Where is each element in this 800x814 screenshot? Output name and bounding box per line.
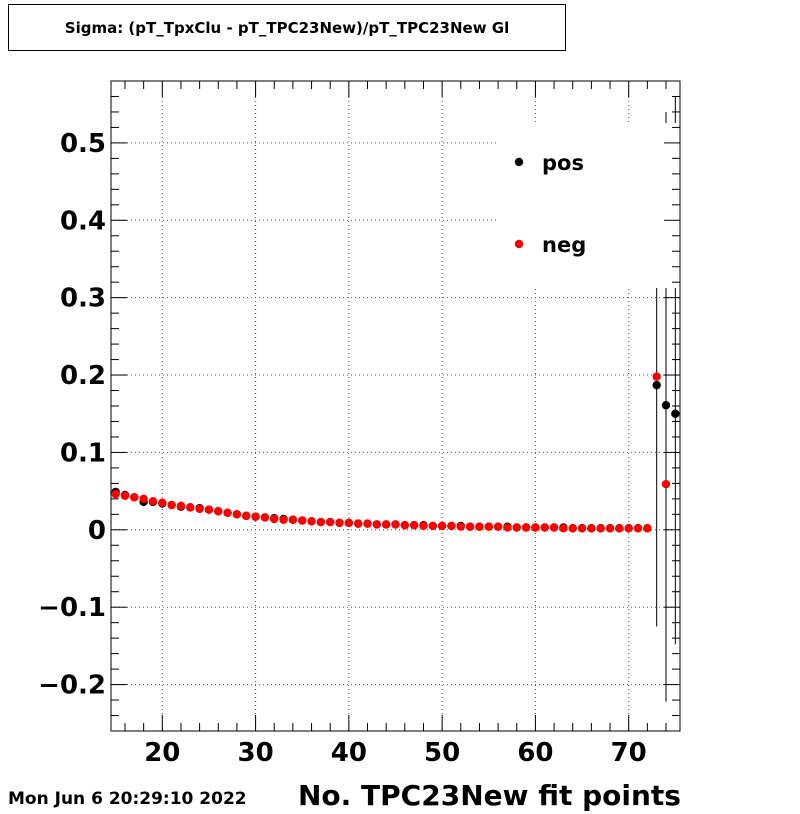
neg-point xyxy=(176,501,186,511)
neg-point xyxy=(186,503,195,512)
neg-point xyxy=(624,524,633,533)
y-tick-label: −0.1 xyxy=(38,593,106,623)
neg-point xyxy=(111,490,120,499)
neg-point xyxy=(605,524,615,533)
neg-point xyxy=(148,496,158,506)
neg-point xyxy=(270,514,279,524)
axis-ticks xyxy=(111,80,680,732)
neg-point xyxy=(120,491,130,500)
neg-point xyxy=(223,508,232,517)
neg-point xyxy=(204,505,214,514)
neg-point xyxy=(456,522,465,531)
y-tick-label: 0.2 xyxy=(60,361,106,391)
neg-point xyxy=(242,511,251,521)
neg-point xyxy=(493,522,503,531)
neg-point xyxy=(465,522,475,531)
neg-point xyxy=(549,523,559,532)
y-tick-label: 0.3 xyxy=(60,284,106,314)
neg-point xyxy=(288,515,298,524)
neg-point xyxy=(521,523,531,532)
y-tick-label: 0.4 xyxy=(60,206,106,236)
pos-point xyxy=(652,380,661,390)
data-points xyxy=(111,372,680,533)
x-axis-label: No. TPC23New fit points xyxy=(298,779,681,812)
x-tick-label: 40 xyxy=(331,738,367,768)
neg-point xyxy=(559,524,568,533)
neg-point xyxy=(419,521,428,531)
neg-point xyxy=(316,517,326,527)
neg-point xyxy=(214,507,223,516)
neg-point xyxy=(139,494,148,504)
y-tick-label: −0.2 xyxy=(38,671,106,701)
neg-point xyxy=(232,510,242,519)
legend: pos neg xyxy=(514,151,586,257)
neg-point xyxy=(587,524,596,533)
neg-point xyxy=(381,520,391,529)
legend-marker-neg xyxy=(514,239,524,249)
pos-point xyxy=(661,401,671,410)
x-tick-label: 30 xyxy=(237,738,273,768)
neg-point xyxy=(130,493,139,502)
tick-labels: 20 30 40 50 60 70 −0.2 −0.1 0 0.1 0.2 0.3 0.4 0.5 xyxy=(38,129,647,768)
legend-box xyxy=(496,123,679,288)
neg-point xyxy=(195,504,204,514)
pos-point xyxy=(671,409,680,418)
neg-point xyxy=(633,524,643,533)
y-tick-label: 0 xyxy=(88,516,106,546)
legend-label-neg: neg xyxy=(542,233,586,257)
neg-point xyxy=(577,524,587,533)
neg-point xyxy=(512,523,521,532)
y-tick-label: 0.1 xyxy=(60,438,106,468)
neg-point xyxy=(279,515,288,524)
neg-point xyxy=(568,524,577,533)
neg-point xyxy=(484,522,493,531)
neg-point xyxy=(363,519,372,528)
neg-point xyxy=(400,520,410,530)
x-tick-label: 20 xyxy=(144,738,180,768)
neg-point xyxy=(326,517,335,527)
neg-point xyxy=(531,523,540,532)
neg-point xyxy=(307,517,316,526)
neg-point xyxy=(661,479,671,489)
neg-point xyxy=(615,524,624,533)
y-tick-label: 0.5 xyxy=(60,129,106,159)
neg-point xyxy=(409,520,419,530)
neg-point xyxy=(335,518,344,528)
x-tick-label: 60 xyxy=(517,738,553,768)
neg-point xyxy=(167,500,176,510)
neg-point xyxy=(428,521,438,531)
x-tick-label: 70 xyxy=(611,738,647,768)
legend-marker-pos xyxy=(514,157,524,167)
neg-point xyxy=(353,519,363,528)
neg-point xyxy=(344,518,354,528)
neg-point xyxy=(503,523,512,532)
neg-point xyxy=(447,521,456,531)
neg-point xyxy=(391,520,400,529)
neg-point xyxy=(437,521,447,531)
x-tick-label: 50 xyxy=(424,738,460,768)
neg-point xyxy=(372,520,382,529)
legend-label-pos: pos xyxy=(542,151,584,175)
neg-point xyxy=(652,372,661,381)
neg-point xyxy=(298,516,307,525)
neg-point xyxy=(596,524,605,533)
neg-point xyxy=(475,522,484,531)
neg-point xyxy=(158,498,167,507)
timestamp: Mon Jun 6 20:29:10 2022 xyxy=(8,789,247,809)
neg-point xyxy=(260,513,270,522)
chart-title: Sigma: (pT_TpxClu - pT_TPC23New)/pT_TPC2… xyxy=(8,4,566,51)
neg-point xyxy=(643,524,652,533)
neg-point xyxy=(540,523,549,532)
neg-point xyxy=(251,512,260,521)
